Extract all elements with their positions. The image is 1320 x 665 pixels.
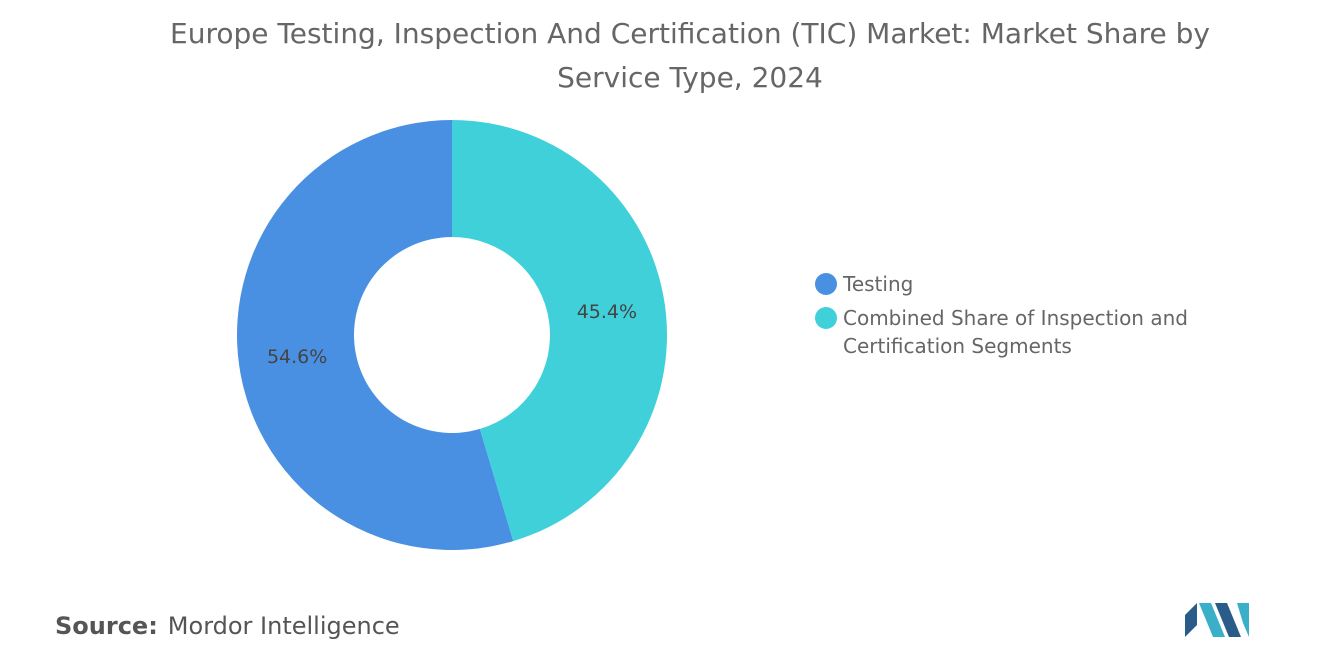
legend-label: Combined Share of Inspection and Certifi… [843,306,1188,358]
donut-slice [237,120,514,550]
legend-item: Combined Share of Inspection and Certifi… [815,304,1195,360]
donut-slice [452,120,667,542]
legend: Testing Combined Share of Inspection and … [815,270,1195,366]
legend-marker [815,307,837,329]
legend-marker [815,273,837,295]
source: Source: Mordor Intelligence [55,612,400,640]
chart-title: Europe Testing, Inspection And Certifica… [170,17,1210,94]
slice-label: 54.6% [267,346,327,368]
legend-item: Testing [815,270,1195,298]
slice-label: 45.4% [577,301,637,323]
source-text: Mordor Intelligence [167,612,400,640]
legend-label: Testing [843,272,914,296]
logo [1185,603,1249,637]
source-label: Source: [55,612,158,640]
